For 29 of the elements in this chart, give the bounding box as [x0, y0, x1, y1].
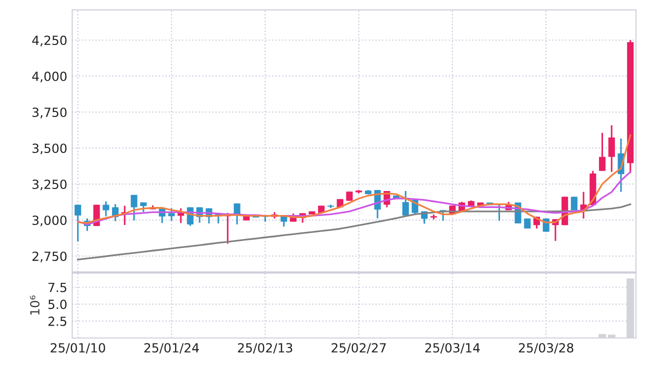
y-tick-label: 3,000	[32, 216, 67, 226]
x-tick-label: 25/02/13	[238, 343, 292, 354]
candlestick	[130, 194, 138, 222]
candlestick	[74, 204, 82, 242]
x-tick-label: 25/03/14	[425, 343, 480, 354]
y-tick-label: 5.0	[48, 300, 67, 310]
x-tick-label: 25/02/27	[332, 343, 386, 354]
candlestick	[402, 190, 409, 216]
candlestick	[524, 218, 531, 228]
y-axis-title: 10⁶	[30, 295, 40, 315]
y-tick-label: 3,750	[32, 108, 67, 118]
x-tick-label: 25/03/28	[518, 343, 574, 354]
y-tick-label: 2.5	[48, 316, 66, 326]
line-series	[77, 203, 632, 260]
line-series	[77, 171, 632, 226]
y-tick-label: 4,250	[32, 36, 67, 46]
y-tick-label: 2,750	[32, 252, 67, 262]
candlestick	[346, 190, 353, 202]
candlestick	[102, 200, 110, 217]
x-tick-label: 25/01/24	[144, 343, 199, 354]
x-tick-label: 25/01/10	[50, 343, 106, 354]
y-tick-label: 3,500	[32, 144, 67, 154]
y-tick-label: 7.5	[48, 282, 66, 292]
candlestick	[168, 208, 175, 222]
candlestick	[598, 132, 606, 172]
candlestick	[608, 124, 615, 173]
y-tick-label: 4,000	[32, 72, 67, 82]
candlestick	[178, 208, 184, 224]
y-tick-label: 3,250	[32, 180, 67, 190]
